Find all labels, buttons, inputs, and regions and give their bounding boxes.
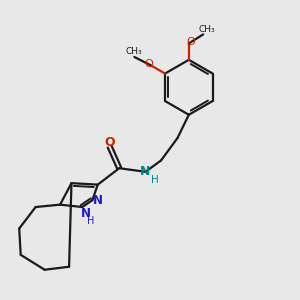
Text: CH₃: CH₃ xyxy=(125,47,142,56)
Text: N: N xyxy=(81,207,91,220)
Text: H: H xyxy=(151,175,159,185)
Text: CH₃: CH₃ xyxy=(198,26,215,34)
Text: O: O xyxy=(104,136,115,149)
Text: N: N xyxy=(93,194,103,207)
Text: O: O xyxy=(145,58,153,69)
Text: N: N xyxy=(140,165,151,178)
Text: H: H xyxy=(87,216,94,226)
Text: O: O xyxy=(186,37,195,46)
